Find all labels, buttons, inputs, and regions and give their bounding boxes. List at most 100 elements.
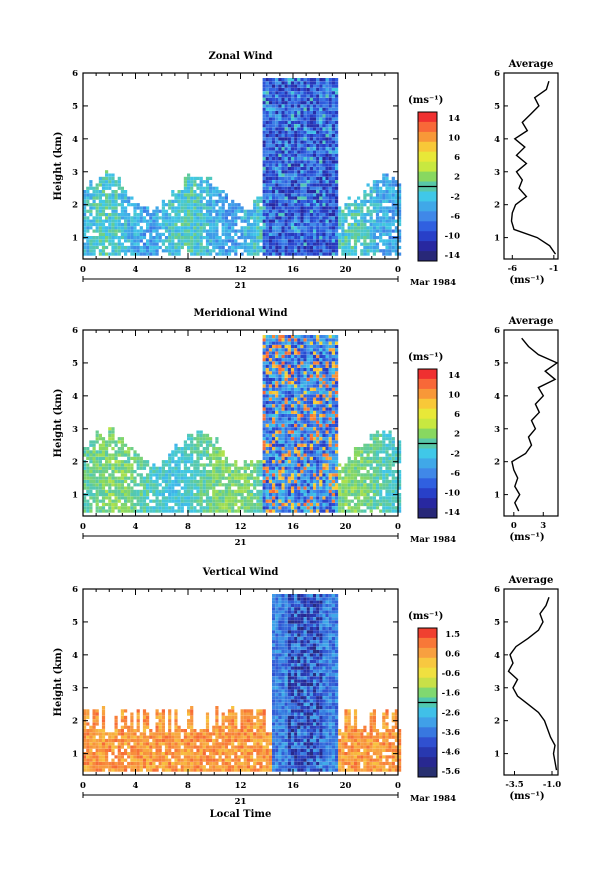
heatmap-cell: [325, 341, 329, 345]
heatmap-cell: [325, 450, 329, 454]
heatmap-cell: [265, 97, 269, 101]
heatmap-cell: [268, 170, 273, 174]
heatmap-cell: [353, 236, 358, 240]
heatmap-cell: [158, 476, 162, 480]
heatmap-cell: [190, 232, 194, 236]
heatmap-cell: [268, 114, 273, 118]
heatmap-cell: [309, 493, 313, 497]
heatmap-cell: [325, 186, 329, 190]
heatmap-cell: [265, 147, 269, 151]
heatmap-cell: [187, 209, 191, 213]
heatmap-cell: [284, 183, 288, 187]
heatmap-cell: [322, 203, 326, 207]
heatmap-cell: [287, 479, 291, 484]
heatmap-cell: [83, 226, 87, 230]
heatmap-cell: [187, 222, 191, 227]
heatmap-cell: [331, 476, 335, 480]
heatmap-cell: [275, 213, 279, 217]
heatmap-cell: [309, 476, 313, 480]
heatmap-cell: [325, 466, 329, 470]
heatmap-cell: [275, 160, 279, 164]
heatmap-cell: [268, 183, 273, 187]
heatmap-cell: [284, 209, 288, 213]
heatmap-cell: [120, 476, 124, 480]
heatmap-cell: [303, 404, 307, 408]
heatmap-cell: [250, 476, 254, 480]
heatmap-cell: [168, 463, 172, 467]
heatmap-cell: [284, 466, 288, 470]
heatmap-cell: [265, 153, 269, 157]
heatmap-cell: [98, 486, 102, 490]
heatmap-cell: [171, 236, 175, 240]
heatmap-cell: [130, 456, 134, 460]
heatmap-cell: [303, 94, 307, 98]
heatmap-cell: [253, 509, 257, 513]
heatmap-cell: [325, 440, 329, 444]
heatmap-cell: [331, 420, 335, 424]
heatmap-cell: [202, 453, 206, 457]
heatmap-cell: [268, 147, 273, 151]
heatmap-cell: [290, 242, 295, 246]
heatmap-cell: [297, 506, 301, 510]
heatmap-cell: [234, 249, 238, 253]
heatmap-cell: [183, 199, 187, 203]
heatmap-cell: [272, 344, 276, 349]
heatmap-cell: [319, 232, 323, 236]
heatmap-cell: [272, 447, 276, 451]
heatmap-cell: [177, 216, 181, 220]
heatmap-cell: [256, 460, 260, 464]
heatmap-cell: [316, 440, 320, 444]
heatmap-cell: [253, 483, 257, 487]
heatmap-cell: [262, 229, 266, 233]
heatmap-cell: [300, 150, 304, 154]
heatmap-cell: [193, 229, 197, 233]
heatmap-cell: [265, 400, 269, 405]
heatmap-cell: [168, 199, 172, 203]
heatmap-cell: [287, 506, 291, 510]
heatmap-cell: [281, 160, 285, 164]
heatmap-cell: [272, 143, 276, 148]
heatmap-cell: [237, 209, 241, 213]
heatmap-cell: [114, 183, 118, 187]
heatmap-cell: [180, 226, 184, 230]
heatmap-cell: [155, 206, 159, 210]
chart-title: Zonal Wind: [208, 51, 272, 62]
heatmap-cell: [221, 190, 225, 194]
heatmap-cell: [262, 338, 266, 342]
heatmap-cell: [250, 213, 254, 217]
heatmap-cell: [262, 358, 266, 362]
heatmap-cell: [152, 249, 156, 253]
heatmap-cell: [372, 229, 376, 233]
heatmap-cell: [325, 166, 329, 171]
heatmap-cell: [287, 496, 291, 500]
heatmap-cell: [290, 420, 295, 424]
heatmap-cell: [322, 456, 326, 460]
heatmap-cell: [95, 486, 99, 490]
heatmap-cell: [328, 222, 332, 227]
heatmap-cell: [335, 170, 339, 174]
heatmap-cell: [105, 232, 109, 236]
heatmap-cell: [303, 381, 307, 385]
heatmap-cell: [322, 348, 326, 352]
heatmap-cell: [155, 209, 159, 213]
heatmap-cell: [218, 219, 222, 223]
heatmap-cell: [294, 87, 298, 92]
heatmap-cell: [281, 206, 285, 210]
heatmap-cell: [303, 394, 307, 398]
heatmap-cell: [319, 453, 323, 457]
heatmap-cell: [215, 502, 219, 507]
heatmap-cell: [278, 206, 282, 210]
heatmap-cell: [190, 486, 194, 490]
heatmap-cell: [262, 456, 266, 460]
heatmap-cell: [152, 489, 156, 493]
heatmap-cell: [275, 453, 279, 457]
heatmap-cell: [290, 483, 295, 487]
heatmap-cell: [108, 430, 112, 434]
heatmap-cell: [174, 463, 178, 467]
heatmap-cell: [309, 437, 313, 441]
heatmap-cell: [202, 206, 206, 210]
heatmap-cell: [331, 124, 335, 128]
heatmap-cell: [297, 450, 301, 454]
heatmap-cell: [108, 176, 112, 180]
heatmap-cell: [350, 203, 354, 207]
